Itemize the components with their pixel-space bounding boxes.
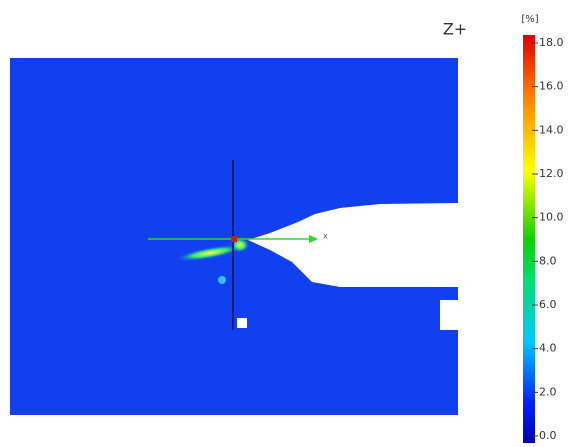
tick-label: 0.0 xyxy=(539,429,557,442)
strain-band xyxy=(174,244,246,262)
crack-opening xyxy=(248,203,458,287)
tick-label: 18.0 xyxy=(539,36,564,49)
origin-marker xyxy=(231,236,237,242)
tick-label: 14.0 xyxy=(539,123,564,136)
arrow-head xyxy=(309,235,318,243)
tick-label: 12.0 xyxy=(539,167,564,180)
edge-gap xyxy=(440,300,458,330)
tick-label: 10.0 xyxy=(539,211,564,224)
speckle-gap xyxy=(237,318,247,328)
colorbar-gradient xyxy=(523,35,535,444)
speckle xyxy=(218,276,226,284)
strain-field: x xyxy=(10,58,458,415)
axis-label: x xyxy=(323,232,328,241)
tick-label: 16.0 xyxy=(539,80,564,93)
view-label: Z+ xyxy=(443,20,467,39)
tick-label: 4.0 xyxy=(539,342,557,355)
tick-label: 6.0 xyxy=(539,298,557,311)
tick-label: 2.0 xyxy=(539,385,557,398)
tick-label: 8.0 xyxy=(539,254,557,267)
colorbar-unit: [%] xyxy=(521,14,538,25)
colorbar: 0.0 2.0 4.0 6.0 8.0 10.0 12.0 14.0 16.0 18.0 xyxy=(523,35,564,444)
